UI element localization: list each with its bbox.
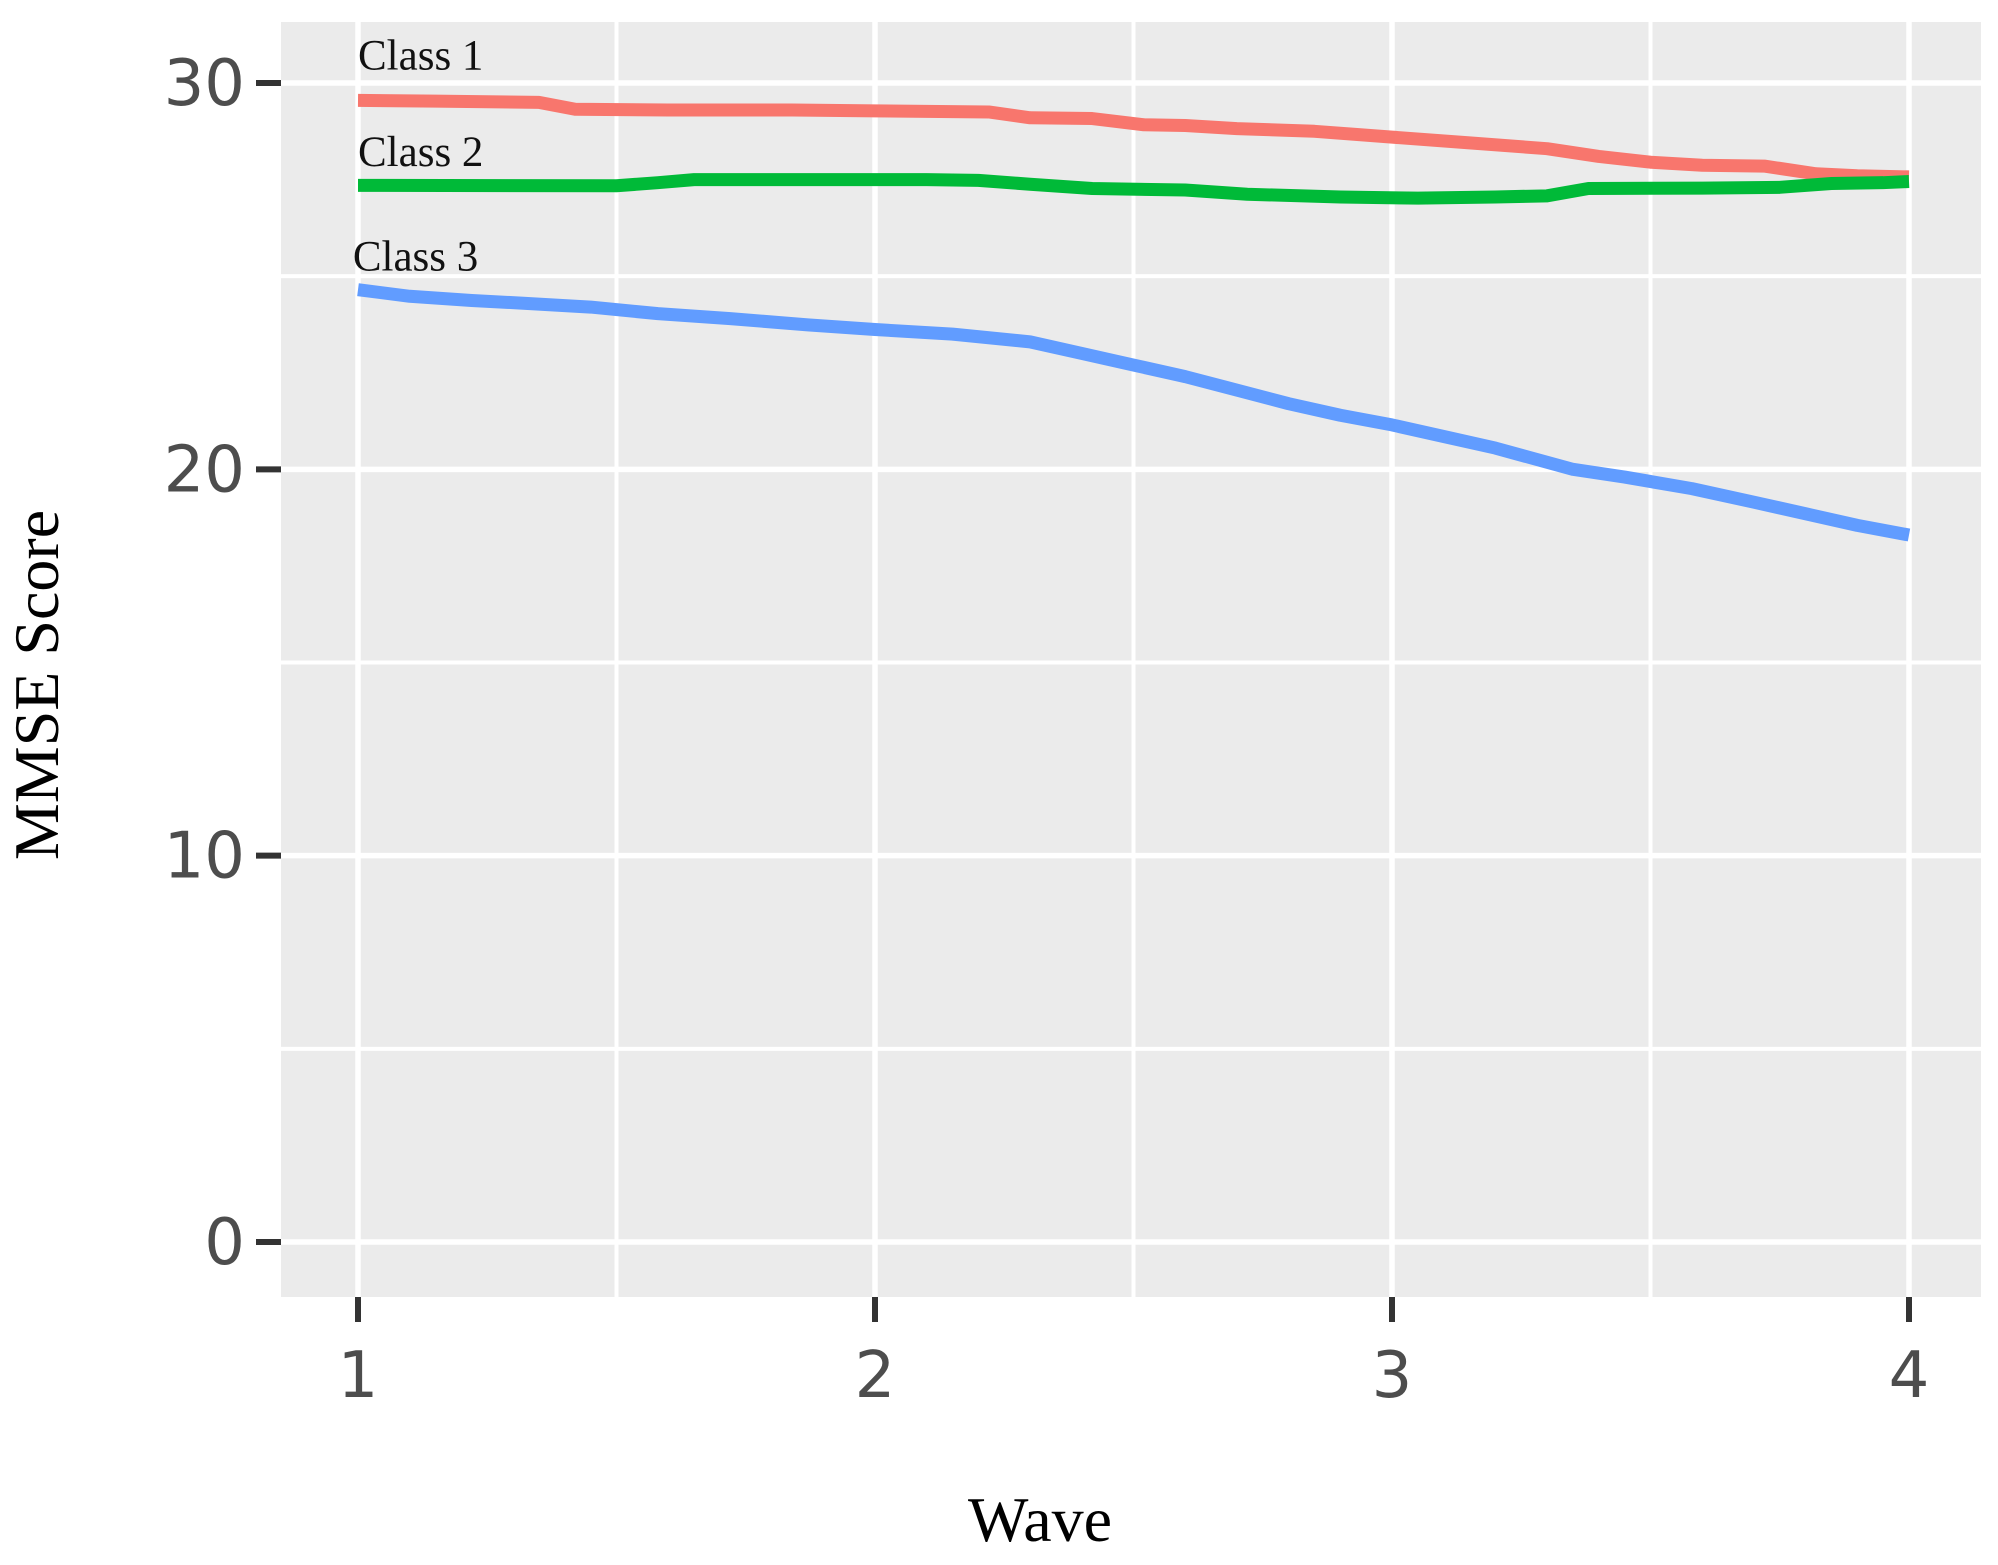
tick-label-y-10: 10 <box>164 820 245 894</box>
series-lines <box>357 93 1911 542</box>
annotation-class-3: Class 3 <box>353 233 478 280</box>
tick-label-x-2: 2 <box>855 1339 896 1413</box>
gridlines-major <box>281 22 1981 1297</box>
tick-label-x-3: 3 <box>1372 1339 1413 1413</box>
plot-panel <box>281 22 1981 1297</box>
tick-label-x-4: 4 <box>1889 1339 1930 1413</box>
series-line-class-3 <box>357 283 1911 542</box>
gridlines-minor <box>281 22 1981 1297</box>
tick-label-y-20: 20 <box>164 433 245 507</box>
tick-label-y-30: 30 <box>164 47 245 121</box>
y-axis-title: MMSE Score <box>1 510 72 860</box>
axis-tick-labels: 0 10 20 30 1 2 3 4 <box>164 47 1930 1413</box>
series-annotations: Class 1 Class 2 Class 3 <box>353 32 484 280</box>
series-line-class-1 <box>357 93 1910 184</box>
tick-label-y-0: 0 <box>204 1206 245 1280</box>
annotation-class-1: Class 1 <box>358 32 483 79</box>
x-axis-title: Wave <box>968 1484 1112 1555</box>
tick-label-x-1: 1 <box>338 1339 379 1413</box>
annotation-class-2: Class 2 <box>358 129 483 176</box>
axis-tick-marks <box>256 80 1912 1322</box>
series-line-class-2 <box>357 173 1910 205</box>
